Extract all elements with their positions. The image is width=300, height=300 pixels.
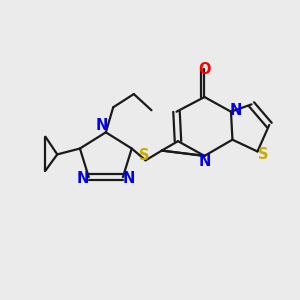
Text: S: S [139, 148, 149, 163]
Text: O: O [198, 61, 211, 76]
Text: S: S [257, 147, 268, 162]
Text: N: N [77, 171, 89, 186]
Text: N: N [96, 118, 109, 134]
Text: N: N [198, 154, 211, 169]
Text: N: N [229, 103, 242, 118]
Text: N: N [123, 171, 135, 186]
